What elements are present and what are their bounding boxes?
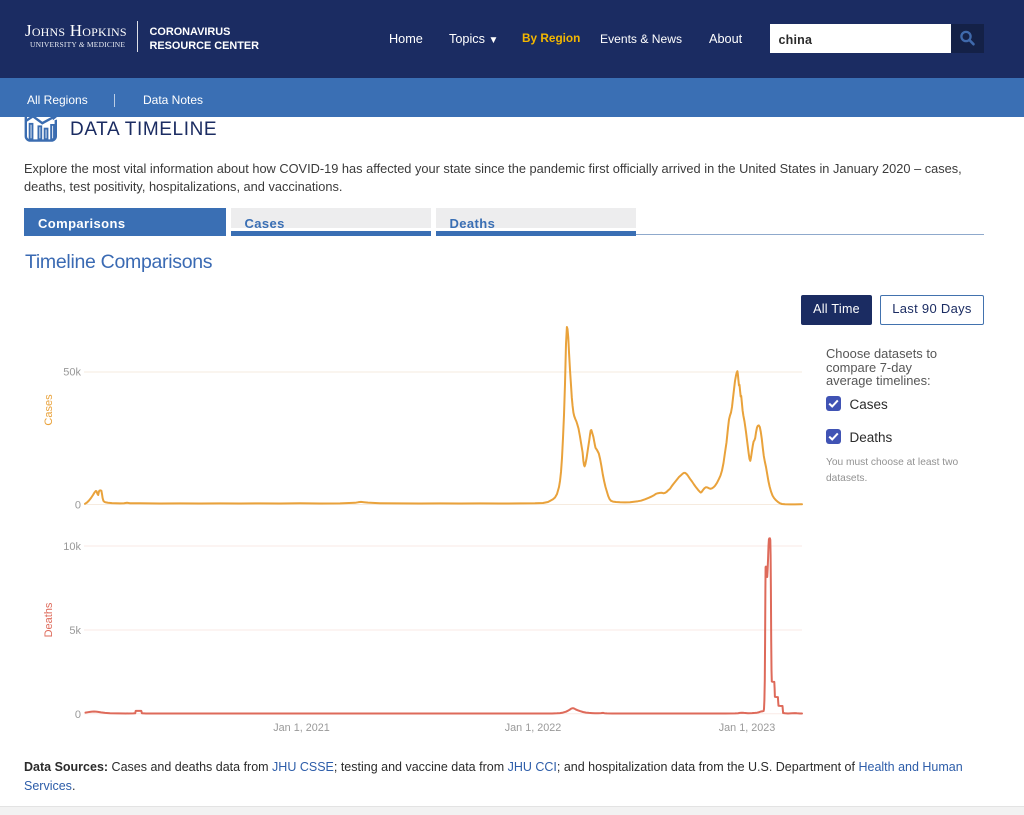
svg-text:Cases: Cases <box>43 394 55 426</box>
svg-text:Jan 1, 2023: Jan 1, 2023 <box>719 722 775 734</box>
svg-text:0: 0 <box>75 709 81 721</box>
svg-text:Jan 1, 2022: Jan 1, 2022 <box>505 722 561 734</box>
svg-text:10k: 10k <box>63 541 81 553</box>
svg-text:Jan 1, 2021: Jan 1, 2021 <box>273 722 329 734</box>
svg-text:Deaths: Deaths <box>43 602 55 637</box>
svg-text:5k: 5k <box>69 625 81 637</box>
svg-text:50k: 50k <box>63 367 81 379</box>
svg-text:0: 0 <box>75 500 81 512</box>
